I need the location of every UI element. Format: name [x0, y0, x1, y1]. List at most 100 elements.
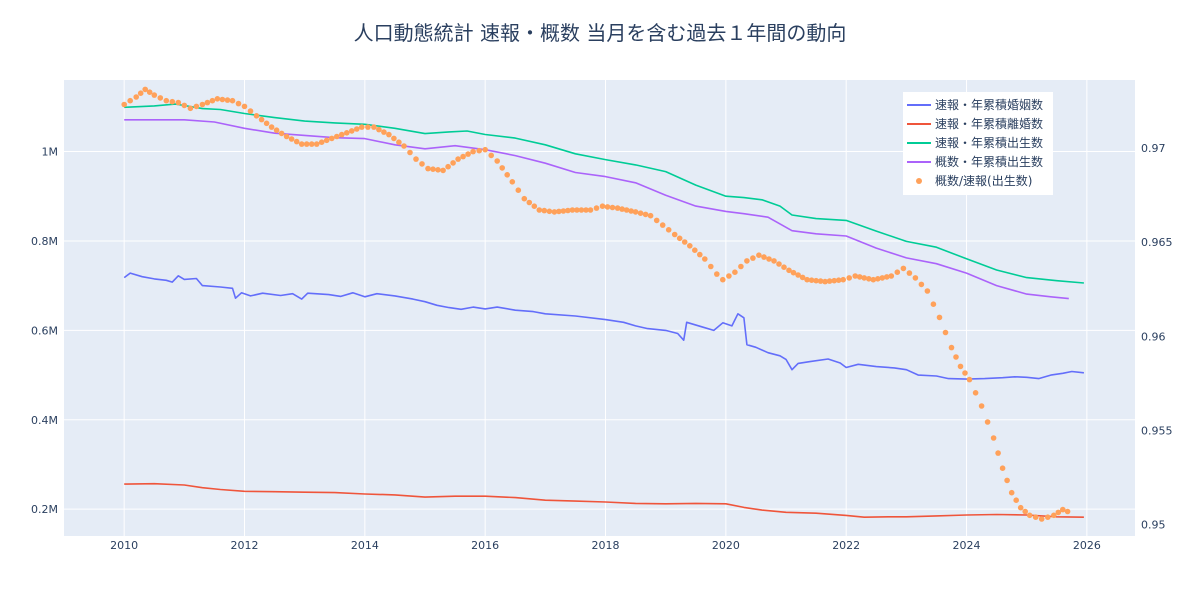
scatter-point — [936, 314, 943, 321]
scatter-point — [515, 187, 522, 193]
scatter-point — [268, 124, 275, 130]
scatter-point — [499, 165, 506, 171]
scatter-point — [756, 252, 762, 258]
scatter-point — [642, 211, 649, 218]
scatter-point — [509, 179, 516, 185]
scatter-point — [169, 98, 176, 105]
scatter-point — [894, 269, 901, 276]
scatter-point — [732, 269, 738, 276]
scatter-point — [761, 254, 767, 260]
scatter-point — [692, 247, 698, 253]
legend-item[interactable]: 速報・年累積出生数 — [907, 135, 1043, 150]
scatter-point — [303, 141, 310, 147]
scatter-point — [1060, 506, 1066, 513]
scatter-point — [1038, 516, 1045, 522]
scatter-point — [771, 258, 777, 264]
scatter-point — [133, 94, 139, 100]
series-line — [124, 119, 1069, 300]
scatter-point — [278, 130, 285, 137]
x-tick-label: 2026 — [1073, 539, 1101, 552]
series-1 — [124, 482, 1084, 518]
scatter-point — [391, 135, 397, 142]
scatter-point — [440, 167, 446, 174]
scatter-point — [632, 209, 639, 215]
scatter-point — [962, 370, 968, 376]
y-right-tick-label: 0.955 — [1141, 424, 1173, 437]
scatter-point — [450, 160, 456, 166]
x-tick-label: 2020 — [712, 539, 740, 552]
scatter-point — [948, 344, 955, 351]
scatter-point — [504, 172, 511, 178]
scatter-point — [665, 227, 672, 233]
scatter-point — [318, 139, 325, 145]
scatter-point — [653, 217, 660, 224]
scatter-point — [163, 97, 170, 104]
scatter-point — [856, 274, 863, 280]
scatter-point — [193, 103, 200, 110]
scatter-point — [470, 148, 476, 155]
y-right-tick-label: 0.97 — [1141, 142, 1166, 155]
scatter-point — [298, 141, 305, 147]
scatter-point — [1004, 477, 1010, 484]
scatter-point — [578, 207, 585, 213]
scatter-point — [146, 89, 153, 95]
scatter-point — [209, 97, 216, 104]
scatter-point — [1032, 514, 1039, 520]
scatter-point — [614, 205, 621, 211]
scatter-point — [1008, 489, 1015, 496]
scatter-point — [569, 207, 576, 213]
scatter-point — [593, 205, 600, 211]
scatter-point — [808, 277, 815, 284]
scatter-point — [214, 96, 221, 102]
scatter-point — [376, 126, 382, 133]
x-tick-label: 2010 — [110, 539, 138, 552]
scatter-point — [978, 403, 985, 409]
scatter-point — [999, 465, 1006, 472]
scatter-point — [697, 251, 703, 258]
series-line — [124, 103, 1084, 284]
scatter-point — [199, 101, 206, 108]
y-right-tick-label: 0.96 — [1141, 330, 1166, 343]
scatter-point — [565, 207, 571, 214]
scatter-point — [866, 276, 872, 282]
scatter-point — [1026, 512, 1033, 519]
scatter-point — [852, 273, 858, 279]
legend-item[interactable]: 概数・年累積出生数 — [907, 154, 1043, 169]
legend-label: 速報・年累積婚姻数 — [935, 97, 1043, 112]
scatter-point — [817, 278, 824, 284]
legend-item[interactable]: 概数/速報(出生数) — [916, 173, 1032, 188]
chart-title: 人口動態統計 速報・概数 当月を含む過去１年間の動向 — [354, 21, 847, 45]
scatter-point — [551, 209, 558, 215]
scatter-point — [1022, 508, 1028, 515]
series-layer — [121, 86, 1084, 522]
scatter-point — [121, 101, 127, 108]
scatter-point — [334, 133, 340, 140]
series-line — [123, 272, 1084, 380]
scatter-point — [619, 206, 625, 212]
scatter-point — [323, 137, 330, 144]
scatter-point — [455, 156, 461, 162]
scatter-point — [219, 96, 226, 103]
scatter-point — [604, 204, 611, 210]
scatter-point — [659, 222, 666, 228]
series-2 — [124, 103, 1084, 284]
scatter-point — [465, 151, 471, 157]
scatter-point — [984, 419, 991, 425]
scatter-point — [258, 116, 265, 123]
scatter-point — [541, 207, 548, 214]
scatter-point — [386, 131, 392, 138]
scatter-point — [157, 95, 164, 101]
scatter-point — [776, 261, 782, 267]
scatter-point — [966, 376, 973, 383]
legend-item[interactable]: 速報・年累積離婚数 — [907, 116, 1043, 131]
scatter-point — [413, 156, 419, 162]
series-line — [124, 482, 1084, 518]
scatter-point — [401, 143, 407, 149]
scatter-point — [781, 264, 787, 271]
scatter-point — [1055, 509, 1062, 516]
scatter-point — [1045, 514, 1051, 520]
scatter-point — [127, 97, 133, 104]
legend-item[interactable]: 速報・年累積婚姻数 — [907, 97, 1043, 112]
scatter-point — [359, 124, 365, 130]
series-3 — [124, 119, 1069, 300]
